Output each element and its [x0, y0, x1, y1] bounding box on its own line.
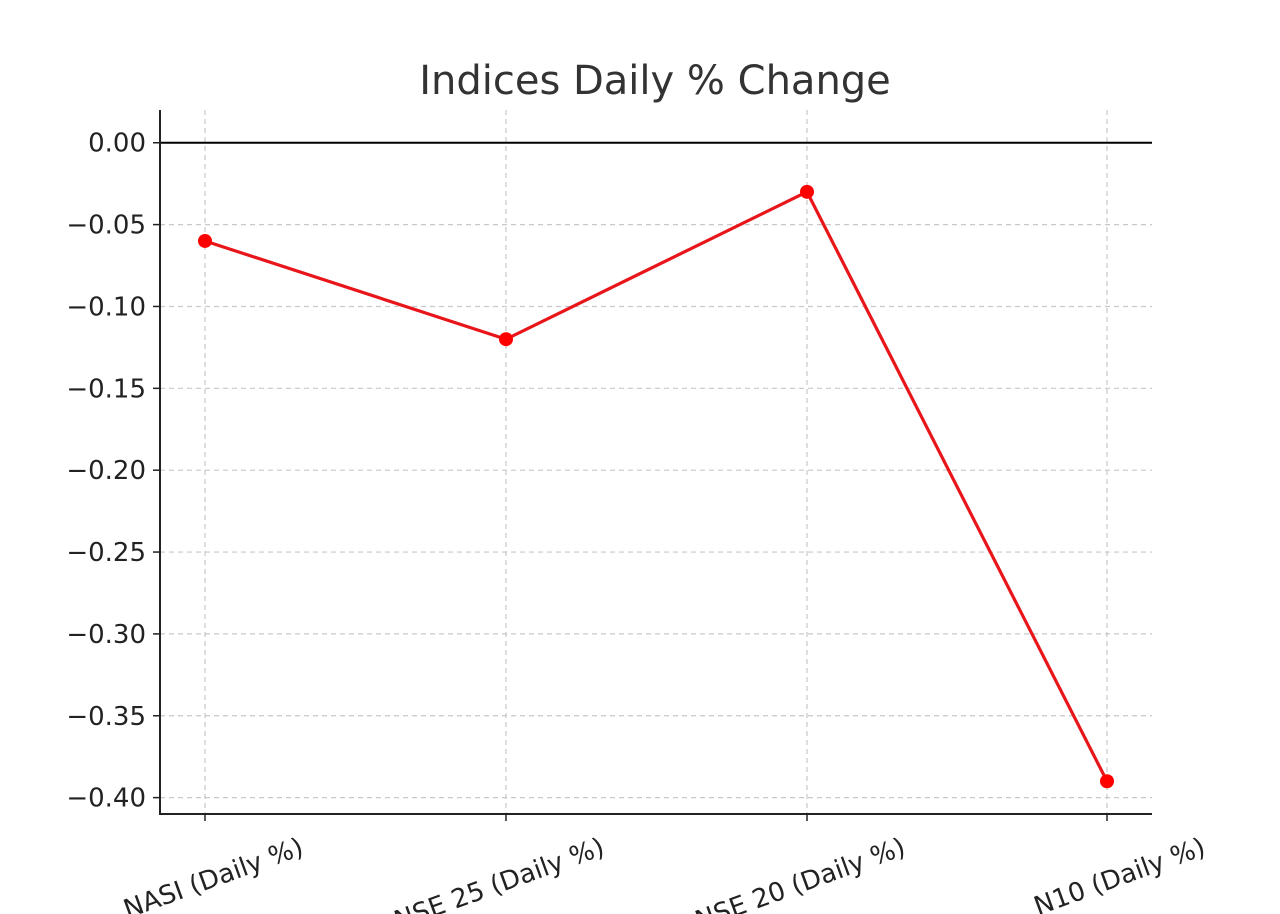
series-line	[204, 190, 1109, 782]
y-axis-ticks: 0.00 −0.05 −0.10 −0.15 −0.20 −0.25 −0.30 −0.35 −…	[66, 129, 160, 814]
x-tick-label: NASI (Daily %)	[120, 832, 308, 914]
x-axis-ticks: NASI (Daily %) NSE 25 (Daily %) NSE 20 (Da…	[120, 814, 1209, 914]
x-tick-label: NSE 20 (Daily %)	[691, 832, 909, 914]
data-point	[800, 184, 814, 199]
axes	[159, 110, 1152, 815]
y-tick-label: −0.10	[66, 292, 146, 322]
chart-title: Indices Daily % Change	[419, 58, 891, 104]
data-point	[499, 332, 513, 347]
y-tick-label: 0.00	[88, 129, 146, 159]
y-tick-label: −0.15	[66, 374, 146, 404]
y-tick-label: −0.30	[66, 620, 146, 650]
x-tick-label: N10 (Daily %)	[1030, 832, 1209, 914]
y-tick-label: −0.40	[66, 784, 146, 814]
y-tick-label: −0.20	[66, 456, 146, 486]
series-layer	[198, 184, 1114, 789]
data-point	[198, 233, 212, 248]
x-tick-label: NSE 25 (Daily %)	[390, 832, 608, 914]
data-point	[1100, 774, 1114, 789]
y-tick-label: −0.25	[66, 538, 146, 568]
y-tick-label: −0.35	[66, 702, 146, 732]
y-tick-label: −0.05	[66, 211, 146, 241]
grid	[160, 110, 1152, 814]
